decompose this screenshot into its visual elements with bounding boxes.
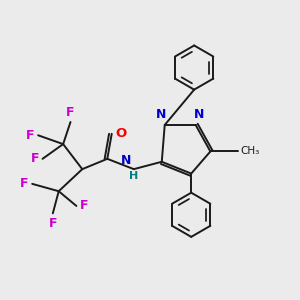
Text: O: O — [115, 127, 127, 140]
Text: N: N — [121, 154, 131, 167]
Text: CH₃: CH₃ — [241, 146, 260, 157]
Text: F: F — [31, 152, 39, 165]
Text: F: F — [66, 106, 75, 119]
Text: N: N — [194, 108, 204, 121]
Text: F: F — [26, 129, 34, 142]
Text: F: F — [80, 200, 88, 212]
Text: H: H — [129, 172, 138, 182]
Text: F: F — [20, 177, 29, 190]
Text: N: N — [156, 108, 166, 121]
Text: F: F — [49, 217, 57, 230]
